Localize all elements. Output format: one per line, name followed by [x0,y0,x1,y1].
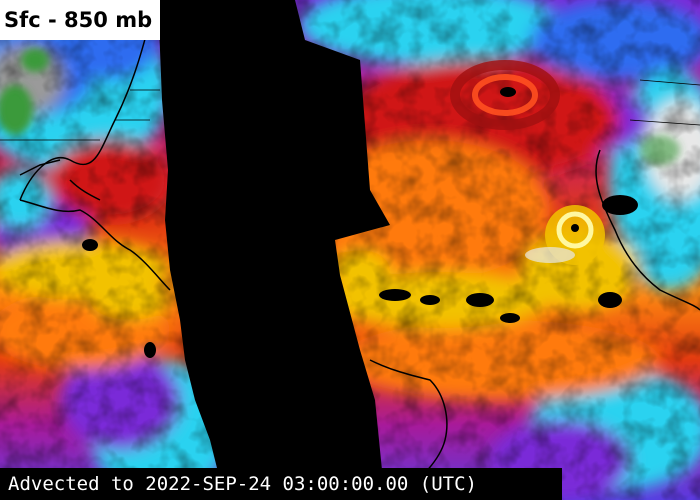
cyclone-north-atlantic [450,60,560,130]
layer-title: Sfc - 850 mb [0,0,161,40]
pacific-gap [158,0,390,500]
cyclone-near-africa [525,205,605,265]
timestamp-caption: Advected to 2022-SEP-24 03:00:00.00 (UTC… [0,468,562,500]
no-data-specks [82,195,638,358]
